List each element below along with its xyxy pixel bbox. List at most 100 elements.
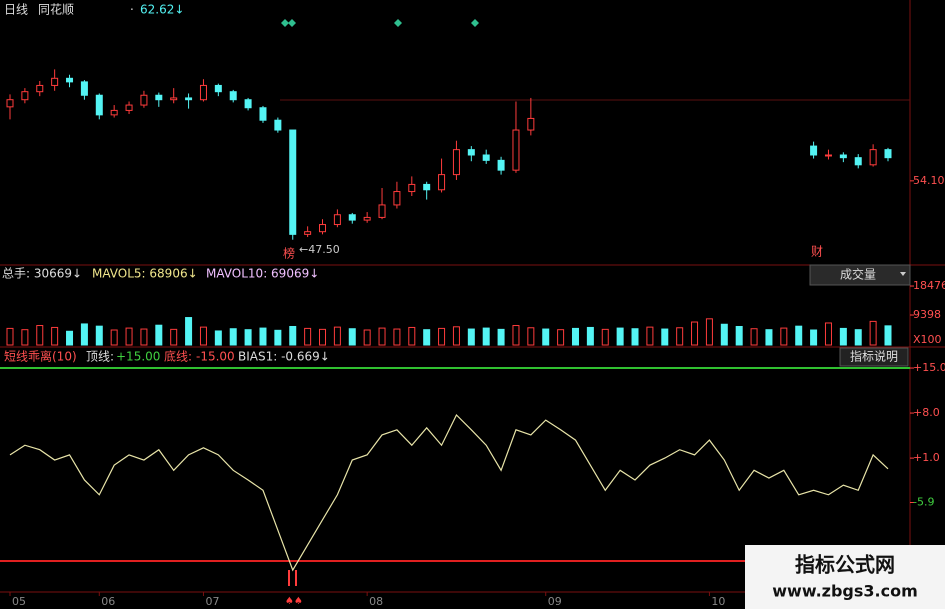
volume-bar <box>185 317 193 346</box>
candle-body <box>214 84 222 93</box>
candle-body <box>839 154 847 159</box>
candle-body <box>80 81 88 96</box>
top-line-value: +15.00 <box>116 350 160 364</box>
candle-body <box>884 149 892 159</box>
volume-bar <box>676 327 684 346</box>
volume-bar <box>333 326 341 346</box>
candle-body <box>274 119 282 131</box>
volume-bar <box>795 325 803 346</box>
volume-bar <box>155 324 163 346</box>
volume-bar <box>750 328 758 346</box>
y-tick-label: -5.9 <box>913 495 934 508</box>
candle-body <box>824 154 832 157</box>
marks: 54.10 9398 18476 +15.0 +8.0 +1.0 -5.9 05 06 07 08 0… <box>0 69 945 608</box>
volume-bar <box>765 329 773 346</box>
volume-total: 总手: 30669↓ <box>2 267 82 281</box>
volume-bar <box>363 329 371 346</box>
bottom-line-name: 底线: <box>164 349 192 364</box>
period-label: 日线 <box>4 3 28 17</box>
signal-icons: ♠♠ <box>285 596 303 607</box>
candle-body <box>854 157 862 166</box>
candle-body <box>482 154 490 161</box>
bias-line <box>9 413 889 572</box>
volume-bar <box>21 329 29 346</box>
candle-body <box>66 77 74 83</box>
volume-bar <box>80 323 88 346</box>
volume-bar <box>854 329 862 346</box>
volume-bar <box>304 327 312 346</box>
x-tick-label: 07 <box>205 595 219 608</box>
y-tick-label: +15.0 <box>913 361 945 374</box>
bottom-line-value: -15.00 <box>196 350 235 364</box>
volume-bar <box>229 328 237 346</box>
candle-body <box>452 149 460 176</box>
candle-body <box>378 204 386 218</box>
volume-bar <box>646 326 654 346</box>
y-tick-label: +8.0 <box>913 406 940 419</box>
separator-dot: · <box>130 3 134 17</box>
indicator-name: 短线乖离(10) <box>4 349 77 364</box>
candle-body <box>244 99 252 109</box>
volume-bar <box>661 328 669 346</box>
candle-body <box>6 99 14 108</box>
candle-body <box>155 94 163 101</box>
y-tick-label: 54.10 <box>913 174 945 187</box>
volume-bar <box>616 327 624 346</box>
volume-bar <box>824 322 832 346</box>
help-button[interactable] <box>839 347 909 367</box>
selector-label: 成交量 <box>840 267 876 282</box>
candle-body <box>36 84 44 93</box>
candle-body <box>423 183 431 191</box>
candle-body <box>348 214 356 221</box>
event-diamond <box>394 19 402 27</box>
watermark-title: 指标公式网 <box>795 553 895 577</box>
x-tick-label: 08 <box>369 595 383 608</box>
dropdown-arrow <box>900 272 906 276</box>
volume-bar <box>452 326 460 346</box>
candle-body <box>869 149 877 166</box>
volume-bar <box>571 327 579 346</box>
volume-bar <box>214 330 222 346</box>
x-tick-label: 06 <box>101 595 115 608</box>
volume-bar <box>735 325 743 346</box>
volume-bar <box>125 327 133 346</box>
y-tick-label: 18476 <box>913 279 945 292</box>
volume-bar <box>438 327 446 346</box>
y-tick-label: 9398 <box>913 308 941 321</box>
volume-bar <box>542 328 550 346</box>
candle-body <box>21 91 29 101</box>
mavol5: MAVOL5: 68906↓ <box>92 267 198 281</box>
low-label: ←47.50 <box>299 243 340 256</box>
candle-body <box>438 174 446 191</box>
candle-body <box>393 191 401 206</box>
watermark-box <box>745 545 945 609</box>
bias-value: BIAS1: -0.669↓ <box>238 350 330 364</box>
candle-body <box>170 97 178 101</box>
candle-body <box>408 183 416 193</box>
volume-bar <box>6 327 14 346</box>
candle-body <box>333 214 341 226</box>
stock-name: 同花顺 <box>38 2 74 17</box>
candle-body <box>527 117 535 131</box>
volume-bar <box>780 327 788 346</box>
candle-body <box>467 149 475 156</box>
candle-body <box>512 129 520 171</box>
indicator-selector[interactable] <box>809 264 911 286</box>
volume-bar <box>170 328 178 346</box>
volume-bar <box>393 328 401 346</box>
volume-bar <box>705 318 713 346</box>
event-diamonds <box>281 19 479 27</box>
volume-bar <box>95 325 103 346</box>
volume-bar <box>140 328 148 346</box>
volume-bar <box>51 326 59 346</box>
event-label: 财 <box>811 245 823 259</box>
volume-bar <box>482 327 490 346</box>
volume-bar <box>378 327 386 346</box>
candle-body <box>110 109 118 116</box>
volume-bar <box>423 329 431 346</box>
volume-bar <box>319 328 327 346</box>
volume-bar <box>497 328 505 346</box>
x-tick-label: 05 <box>12 595 26 608</box>
